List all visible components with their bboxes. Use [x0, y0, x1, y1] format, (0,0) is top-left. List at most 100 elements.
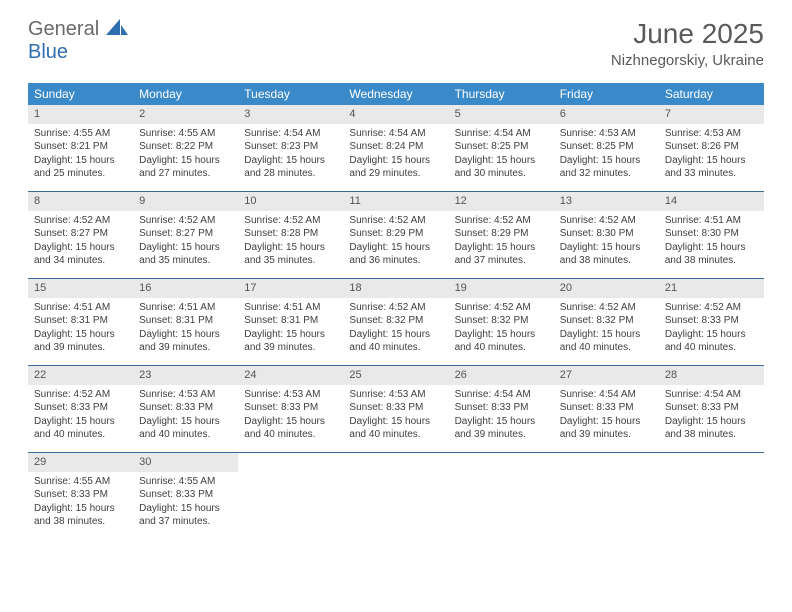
calendar-day: 11Sunrise: 4:52 AMSunset: 8:29 PMDayligh… [343, 192, 448, 278]
day-number: 26 [449, 366, 554, 385]
calendar-day: 14Sunrise: 4:51 AMSunset: 8:30 PMDayligh… [659, 192, 764, 278]
brand-part1: General [28, 18, 99, 40]
brand-logo: General Blue [28, 18, 128, 64]
calendar-day: 30Sunrise: 4:55 AMSunset: 8:33 PMDayligh… [133, 453, 238, 539]
calendar-day: 17Sunrise: 4:51 AMSunset: 8:31 PMDayligh… [238, 279, 343, 365]
day-details: Sunrise: 4:55 AMSunset: 8:21 PMDaylight:… [28, 124, 133, 187]
month-title: June 2025 [611, 18, 764, 50]
calendar-day: 10Sunrise: 4:52 AMSunset: 8:28 PMDayligh… [238, 192, 343, 278]
day-details: Sunrise: 4:51 AMSunset: 8:31 PMDaylight:… [28, 298, 133, 361]
weekday-header: Wednesday [343, 83, 448, 105]
day-details: Sunrise: 4:52 AMSunset: 8:27 PMDaylight:… [133, 211, 238, 274]
day-details: Sunrise: 4:53 AMSunset: 8:33 PMDaylight:… [238, 385, 343, 448]
calendar-body: 1Sunrise: 4:55 AMSunset: 8:21 PMDaylight… [28, 105, 764, 539]
day-details: Sunrise: 4:51 AMSunset: 8:31 PMDaylight:… [238, 298, 343, 361]
day-number: 17 [238, 279, 343, 298]
day-number: 1 [28, 105, 133, 124]
day-details: Sunrise: 4:52 AMSunset: 8:32 PMDaylight:… [449, 298, 554, 361]
calendar-day: 16Sunrise: 4:51 AMSunset: 8:31 PMDayligh… [133, 279, 238, 365]
calendar-day [238, 453, 343, 539]
day-number: 24 [238, 366, 343, 385]
day-details: Sunrise: 4:55 AMSunset: 8:33 PMDaylight:… [133, 472, 238, 535]
calendar-week: 15Sunrise: 4:51 AMSunset: 8:31 PMDayligh… [28, 279, 764, 366]
calendar-week: 1Sunrise: 4:55 AMSunset: 8:21 PMDaylight… [28, 105, 764, 192]
day-number: 11 [343, 192, 448, 211]
calendar-day: 21Sunrise: 4:52 AMSunset: 8:33 PMDayligh… [659, 279, 764, 365]
day-details: Sunrise: 4:52 AMSunset: 8:29 PMDaylight:… [343, 211, 448, 274]
day-details: Sunrise: 4:53 AMSunset: 8:26 PMDaylight:… [659, 124, 764, 187]
day-details: Sunrise: 4:55 AMSunset: 8:33 PMDaylight:… [28, 472, 133, 535]
weekday-header: Tuesday [238, 83, 343, 105]
calendar-day: 27Sunrise: 4:54 AMSunset: 8:33 PMDayligh… [554, 366, 659, 452]
day-number: 12 [449, 192, 554, 211]
day-details: Sunrise: 4:55 AMSunset: 8:22 PMDaylight:… [133, 124, 238, 187]
calendar-week: 22Sunrise: 4:52 AMSunset: 8:33 PMDayligh… [28, 366, 764, 453]
calendar-day: 15Sunrise: 4:51 AMSunset: 8:31 PMDayligh… [28, 279, 133, 365]
day-number: 25 [343, 366, 448, 385]
day-number: 30 [133, 453, 238, 472]
brand-sail-icon [106, 19, 128, 35]
calendar-day: 5Sunrise: 4:54 AMSunset: 8:25 PMDaylight… [449, 105, 554, 191]
day-number: 5 [449, 105, 554, 124]
calendar-day: 7Sunrise: 4:53 AMSunset: 8:26 PMDaylight… [659, 105, 764, 191]
day-number: 16 [133, 279, 238, 298]
calendar-day: 2Sunrise: 4:55 AMSunset: 8:22 PMDaylight… [133, 105, 238, 191]
day-number: 14 [659, 192, 764, 211]
day-details: Sunrise: 4:52 AMSunset: 8:33 PMDaylight:… [28, 385, 133, 448]
calendar-day [449, 453, 554, 539]
day-details: Sunrise: 4:54 AMSunset: 8:33 PMDaylight:… [449, 385, 554, 448]
calendar-day: 22Sunrise: 4:52 AMSunset: 8:33 PMDayligh… [28, 366, 133, 452]
day-details: Sunrise: 4:53 AMSunset: 8:33 PMDaylight:… [133, 385, 238, 448]
day-details: Sunrise: 4:52 AMSunset: 8:30 PMDaylight:… [554, 211, 659, 274]
calendar-day [659, 453, 764, 539]
day-details: Sunrise: 4:54 AMSunset: 8:23 PMDaylight:… [238, 124, 343, 187]
calendar-day: 29Sunrise: 4:55 AMSunset: 8:33 PMDayligh… [28, 453, 133, 539]
day-details: Sunrise: 4:52 AMSunset: 8:29 PMDaylight:… [449, 211, 554, 274]
day-number: 13 [554, 192, 659, 211]
calendar-day: 12Sunrise: 4:52 AMSunset: 8:29 PMDayligh… [449, 192, 554, 278]
day-number: 15 [28, 279, 133, 298]
calendar-day: 6Sunrise: 4:53 AMSunset: 8:25 PMDaylight… [554, 105, 659, 191]
weekday-header: Thursday [449, 83, 554, 105]
day-details: Sunrise: 4:53 AMSunset: 8:33 PMDaylight:… [343, 385, 448, 448]
day-details: Sunrise: 4:52 AMSunset: 8:33 PMDaylight:… [659, 298, 764, 361]
day-details: Sunrise: 4:54 AMSunset: 8:33 PMDaylight:… [554, 385, 659, 448]
day-number: 19 [449, 279, 554, 298]
calendar-day: 19Sunrise: 4:52 AMSunset: 8:32 PMDayligh… [449, 279, 554, 365]
calendar-day: 4Sunrise: 4:54 AMSunset: 8:24 PMDaylight… [343, 105, 448, 191]
calendar-day: 25Sunrise: 4:53 AMSunset: 8:33 PMDayligh… [343, 366, 448, 452]
calendar-week: 8Sunrise: 4:52 AMSunset: 8:27 PMDaylight… [28, 192, 764, 279]
day-details: Sunrise: 4:54 AMSunset: 8:24 PMDaylight:… [343, 124, 448, 187]
calendar: SundayMondayTuesdayWednesdayThursdayFrid… [28, 83, 764, 539]
day-details: Sunrise: 4:52 AMSunset: 8:28 PMDaylight:… [238, 211, 343, 274]
weekday-header: Sunday [28, 83, 133, 105]
day-number: 29 [28, 453, 133, 472]
brand-part2: Blue [28, 41, 68, 63]
day-details: Sunrise: 4:52 AMSunset: 8:32 PMDaylight:… [554, 298, 659, 361]
day-number: 22 [28, 366, 133, 385]
day-number: 28 [659, 366, 764, 385]
calendar-day: 9Sunrise: 4:52 AMSunset: 8:27 PMDaylight… [133, 192, 238, 278]
day-number: 21 [659, 279, 764, 298]
calendar-week: 29Sunrise: 4:55 AMSunset: 8:33 PMDayligh… [28, 453, 764, 539]
calendar-day [554, 453, 659, 539]
day-number: 8 [28, 192, 133, 211]
calendar-day: 8Sunrise: 4:52 AMSunset: 8:27 PMDaylight… [28, 192, 133, 278]
calendar-day: 1Sunrise: 4:55 AMSunset: 8:21 PMDaylight… [28, 105, 133, 191]
calendar-day: 3Sunrise: 4:54 AMSunset: 8:23 PMDaylight… [238, 105, 343, 191]
calendar-day: 20Sunrise: 4:52 AMSunset: 8:32 PMDayligh… [554, 279, 659, 365]
day-number: 4 [343, 105, 448, 124]
location-label: Nizhnegorskiy, Ukraine [611, 52, 764, 69]
day-number: 10 [238, 192, 343, 211]
weekday-header-row: SundayMondayTuesdayWednesdayThursdayFrid… [28, 83, 764, 105]
calendar-day: 13Sunrise: 4:52 AMSunset: 8:30 PMDayligh… [554, 192, 659, 278]
day-details: Sunrise: 4:51 AMSunset: 8:30 PMDaylight:… [659, 211, 764, 274]
day-details: Sunrise: 4:52 AMSunset: 8:32 PMDaylight:… [343, 298, 448, 361]
page-header: General Blue June 2025 Nizhnegorskiy, Uk… [0, 0, 792, 77]
calendar-day [343, 453, 448, 539]
calendar-day: 28Sunrise: 4:54 AMSunset: 8:33 PMDayligh… [659, 366, 764, 452]
day-number: 9 [133, 192, 238, 211]
weekday-header: Monday [133, 83, 238, 105]
weekday-header: Friday [554, 83, 659, 105]
day-details: Sunrise: 4:52 AMSunset: 8:27 PMDaylight:… [28, 211, 133, 274]
